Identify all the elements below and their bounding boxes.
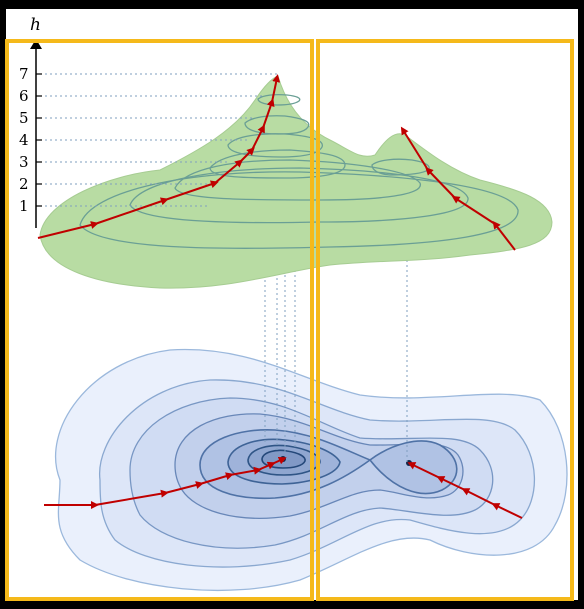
trajectory-segment [164, 481, 204, 494]
trajectory-segment [407, 462, 441, 479]
trajectories [37, 74, 523, 519]
axis-tick-label: 1 [19, 197, 29, 215]
trajectory-segment [199, 472, 234, 485]
axis-tick-label: 3 [19, 153, 29, 171]
trajectory-segment [262, 98, 275, 129]
trajectory-segment [451, 195, 496, 225]
right-panel-border [316, 39, 574, 601]
axis-tick-label: 4 [19, 131, 29, 149]
trajectory-segment [461, 488, 496, 506]
trajectory-segment [271, 74, 281, 103]
surface-contour-4 [209, 149, 346, 179]
trajectory-segment [436, 476, 466, 491]
trajectory-segment [37, 221, 99, 239]
trajectory-segment [271, 457, 287, 465]
axis-name-label: h [30, 15, 41, 35]
trajectory-segment [214, 159, 244, 184]
trajectory-segment [492, 220, 516, 251]
axis-tick-label: 6 [19, 87, 29, 105]
trajectory-segment [239, 147, 255, 163]
trajectory-segment [94, 489, 169, 506]
trajectory-segment [400, 126, 429, 171]
trajectory-segment [251, 124, 265, 151]
trajectory-segment [425, 167, 456, 199]
trajectory-segment [491, 503, 523, 519]
axis-tick-label: 7 [19, 65, 29, 83]
trajectory-segment [164, 180, 219, 201]
surface-contour-5 [227, 133, 323, 158]
height-guides [40, 73, 277, 207]
trajectory-segment [229, 466, 262, 476]
surface-contour-1 [79, 171, 519, 249]
trajectory-segment [257, 461, 276, 471]
loss-surface [39, 75, 553, 289]
surface-body [39, 75, 553, 289]
axis-tick-label: 5 [19, 109, 29, 127]
left-panel-border [5, 39, 314, 601]
axis-tick-label: 2 [19, 175, 29, 193]
h-axis: h 1 2 3 4 5 6 7 [19, 15, 42, 228]
trajectory-segment [94, 197, 169, 225]
